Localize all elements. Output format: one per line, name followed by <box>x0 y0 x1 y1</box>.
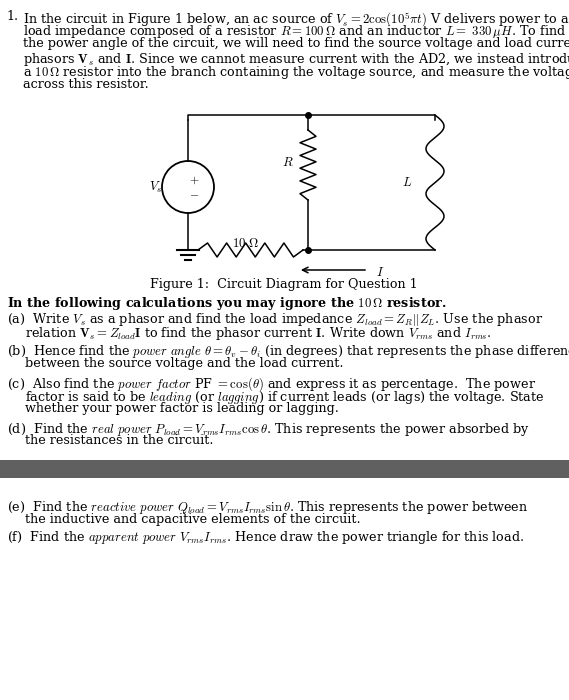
Text: In the following calculations you may ignore the $\mathbf{10\,\Omega}$ resistor.: In the following calculations you may ig… <box>7 295 447 312</box>
Text: the inductive and capacitive elements of the circuit.: the inductive and capacitive elements of… <box>25 513 361 526</box>
Text: $-$: $-$ <box>189 188 199 200</box>
Text: load impedance composed of a resistor $R = 100\,\Omega$ and an inductor $L =\ 33: load impedance composed of a resistor $R… <box>23 24 566 41</box>
Text: the power angle of the circuit, we will need to find the source voltage and load: the power angle of the circuit, we will … <box>23 37 569 50</box>
Text: $10\ \Omega$: $10\ \Omega$ <box>232 237 259 250</box>
Text: 1.: 1. <box>7 10 19 23</box>
Text: factor is said to be $\it{leading}$ (or $\it{lagging}$) if current leads (or lag: factor is said to be $\it{leading}$ (or … <box>25 389 545 405</box>
Text: the resistances in the circuit.: the resistances in the circuit. <box>25 434 213 447</box>
Text: (d)  Find the $\it{real\ power}$ $P_{load} = V_{rms}I_{rms}\cos\theta$. This rep: (d) Find the $\it{real\ power}$ $P_{load… <box>7 421 530 438</box>
Text: a $10\,\Omega$ resistor into the branch containing the voltage source, and measu: a $10\,\Omega$ resistor into the branch … <box>23 64 569 81</box>
Text: $I$: $I$ <box>376 265 385 279</box>
Text: across this resistor.: across this resistor. <box>23 78 149 90</box>
Text: (a)  Write $V_s$ as a phasor and find the load impedance $Z_{load} = Z_R||Z_L$. : (a) Write $V_s$ as a phasor and find the… <box>7 311 543 328</box>
Text: $V_s$: $V_s$ <box>150 179 163 195</box>
Text: (c)  Also find the $\it{power\ factor}$ PF $= \cos(\theta)$ and express it as pe: (c) Also find the $\it{power\ factor}$ P… <box>7 375 536 393</box>
Text: whether your power factor is leading or lagging.: whether your power factor is leading or … <box>25 402 339 415</box>
Text: $L$: $L$ <box>402 176 412 188</box>
Text: (b)  Hence find the $\it{power\ angle}$ $\theta = \theta_v - \theta_i$ (in degre: (b) Hence find the $\it{power\ angle}$ $… <box>7 343 569 360</box>
Text: $R$: $R$ <box>282 155 294 169</box>
Text: $+$: $+$ <box>189 172 199 186</box>
Text: phasors $\mathbf{V}_s$ and $\mathbf{I}$. Since we cannot measure current with th: phasors $\mathbf{V}_s$ and $\mathbf{I}$.… <box>23 50 569 67</box>
Text: (e)  Find the $\it{reactive\ power}$ $Q_{load} = V_{rms}I_{rms}\sin\theta$. This: (e) Find the $\it{reactive\ power}$ $Q_{… <box>7 500 528 517</box>
Text: relation $\mathbf{V}_s = Z_{load}\mathbf{I}$ to find the phasor current $\mathbf: relation $\mathbf{V}_s = Z_{load}\mathbf… <box>25 325 492 342</box>
Text: between the source voltage and the load current.: between the source voltage and the load … <box>25 356 344 370</box>
Bar <box>0 459 569 477</box>
Text: (f)  Find the $\it{apparent\ power}$ $V_{rms}I_{rms}$. Hence draw the power tria: (f) Find the $\it{apparent\ power}$ $V_{… <box>7 529 524 547</box>
Text: In the circuit in Figure 1 below, an ac source of $V_s = 2\cos(10^5\pi t)$ V del: In the circuit in Figure 1 below, an ac … <box>23 10 569 29</box>
Text: Figure 1:  Circuit Diagram for Question 1: Figure 1: Circuit Diagram for Question 1 <box>150 278 418 291</box>
